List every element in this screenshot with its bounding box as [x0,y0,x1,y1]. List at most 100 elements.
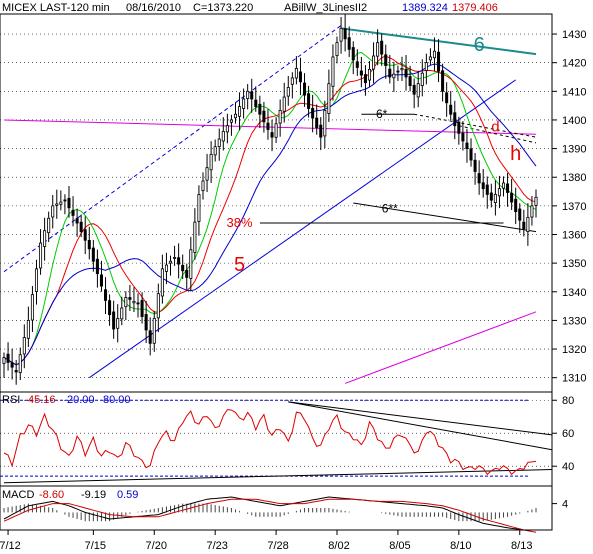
candle-body [311,107,315,119]
macd-panel: 4 MACD -8.60 -9.19 0.59 [0,485,568,533]
candle-body [51,205,55,218]
candle-body [449,104,453,115]
annotation-label: 6* [376,107,388,121]
candle-body [185,269,189,278]
x-tick-label: 8/13 [511,540,532,552]
candle-body [213,146,217,156]
candle-body [453,112,457,127]
candle-body [43,230,47,247]
trendline-magenta-top [3,119,537,135]
candle-body [335,42,339,56]
macd-signal-line [3,498,537,533]
candle-body [526,216,530,232]
candle-body [477,173,481,184]
candle-body [47,217,51,234]
candle-body [168,260,173,264]
candle-body [518,208,522,221]
candle-body [392,73,396,79]
candle-body [95,258,99,275]
candle-body [372,55,376,70]
header-close: C=1373.220 [193,2,253,14]
annotation-label: 6** [382,202,398,216]
candle-body [441,70,445,92]
macd-value2: -9.19 [81,489,106,501]
candle-body [489,192,493,201]
candle-body [136,302,140,305]
candle-body [347,37,351,50]
trendline-uptrend-5 [88,79,516,379]
rsi-panel: 40 60 80 RSI 45.16 20.00 80.00 [0,391,574,487]
annotation-label: 6 [474,34,485,56]
candle-body [160,268,164,297]
candle-body [55,203,59,206]
price-gridlines [0,33,552,378]
trendline-line-6-star2 [353,202,537,233]
candle-body [30,294,34,321]
candle-body [26,320,30,339]
price-tick-label: 1390 [562,144,586,156]
candle-body [294,68,298,79]
candle-body [177,257,181,265]
candle-body [221,131,225,142]
candle-body [461,132,465,142]
candle-body [189,249,193,279]
trendline-6-star-dashed [414,113,537,138]
candle-body [108,300,112,316]
candle-body [465,142,469,149]
candle-body [420,72,424,87]
candle-body [75,218,79,224]
macd-histogram [3,503,537,522]
candle-body [355,61,359,68]
candle-body [343,28,347,40]
x-tick-label: 7/15 [85,540,106,552]
candle-body [396,70,400,73]
candle-body [351,47,355,61]
candle-body [367,68,372,81]
x-tick-label: 7/12 [0,540,21,552]
rsi-value: 45.16 [28,394,56,406]
macd-value1: -8.60 [39,489,64,501]
candle-body [152,318,156,344]
candle-body [388,68,392,78]
candle-body [319,124,323,138]
candle-body [497,188,501,197]
header-symbol: MICEX LAST-120 min [2,2,110,14]
candle-body [424,62,428,71]
price-tick-label: 1310 [562,373,586,385]
trendline-magenta-bottom [344,311,537,384]
candle-body [376,42,380,57]
candle-body [229,119,233,123]
annotation-label: h [510,143,521,165]
candle-body [120,307,124,320]
x-tick-label: 8/10 [450,540,471,552]
candle-body [238,106,242,117]
candle-body [485,184,489,195]
x-tick-label: 8/05 [389,540,410,552]
candle-body [83,229,87,241]
candle-body [534,196,538,206]
candle-body [71,209,75,216]
candle-body [205,167,209,181]
candle-body [473,159,477,172]
candle-body [315,117,319,128]
header-value2: 1379.406 [452,2,498,14]
macd-tick-label: 4 [562,499,568,511]
macd-line [3,496,536,531]
price-tick-label: 1400 [562,115,586,127]
candle-body [22,337,26,355]
candle-body [359,70,363,76]
candle-body [225,125,229,133]
candle-body [408,76,412,86]
macd-value3: 0.59 [117,489,138,501]
candle-body [384,54,388,66]
price-panel: 6 5 hd 38% 6* 6** 1310 1320 1330 1340 1350 1360 137… [0,2,586,393]
price-tick-label: 1420 [562,58,586,70]
candle-body [91,247,95,262]
macd-plot-frame [0,485,553,531]
candle-body [380,40,384,55]
candle-body [116,318,120,329]
candle-body [481,182,485,190]
price-tick-label: 1350 [562,258,586,270]
candle-body [445,92,449,104]
